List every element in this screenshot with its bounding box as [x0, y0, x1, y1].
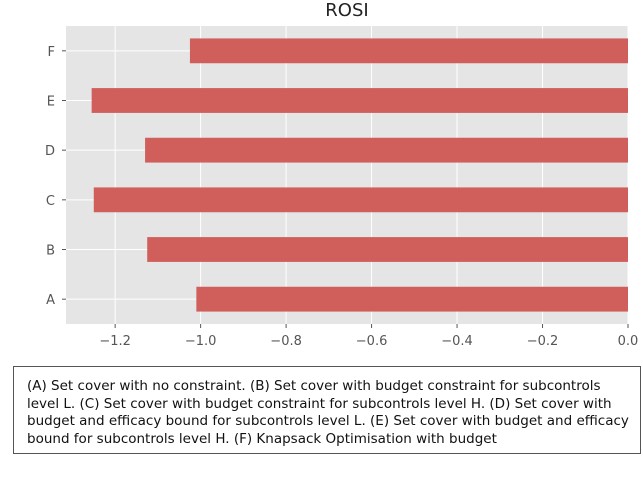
- chart-title: ROSI: [325, 0, 369, 21]
- x-tick-label: −0.2: [527, 334, 559, 349]
- figure-caption: (A) Set cover with no constraint. (B) Se…: [13, 366, 641, 454]
- axes: −1.2 −1.0 −0.8 −0.6 −0.4 −0.2 0.0 A B C D E F: [45, 45, 638, 349]
- bar-a: [196, 286, 629, 312]
- x-tick-label: −0.6: [356, 334, 388, 349]
- x-tick-label: −1.0: [185, 334, 217, 349]
- y-tick-label-f: F: [48, 45, 55, 60]
- y-tick-label-e: E: [47, 95, 55, 110]
- x-tick-label: 0.0: [618, 334, 639, 349]
- plot-area: [66, 26, 628, 324]
- y-tick-label-c: C: [46, 194, 55, 209]
- bar-c: [93, 187, 628, 213]
- y-tick-label-d: D: [45, 144, 55, 159]
- x-tick-label: −1.2: [99, 334, 131, 349]
- bar-f: [189, 38, 629, 64]
- bar-d: [145, 137, 628, 163]
- bars: [91, 38, 629, 312]
- x-tick-label: −0.8: [270, 334, 302, 349]
- bar-e: [91, 88, 629, 113]
- bar-b: [147, 237, 628, 262]
- y-tick-label-b: B: [46, 244, 55, 259]
- bar-chart: −1.2 −1.0 −0.8 −0.6 −0.4 −0.2 0.0 A B C D E F: [45, 26, 638, 349]
- x-tick-label: −0.4: [441, 334, 473, 349]
- y-tick-label-a: A: [46, 293, 55, 308]
